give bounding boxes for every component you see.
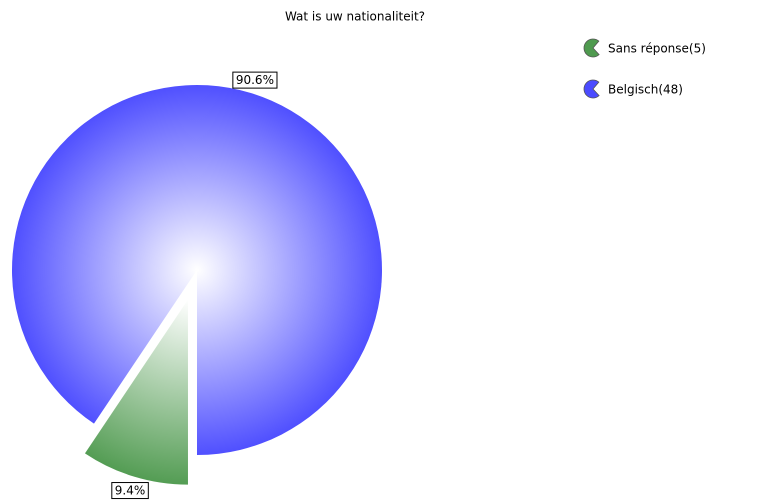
slice-label-box: [111, 482, 149, 500]
legend-swatch: [583, 38, 600, 58]
slice-label: 90.6%: [236, 73, 274, 87]
legend-label: Sans réponse(5): [608, 42, 706, 56]
slice-label-box: [232, 71, 278, 89]
legend-swatch: [583, 79, 600, 99]
pie-slice: [11, 85, 382, 456]
legend-label: Belgisch(48): [608, 83, 683, 97]
slice-label: 9.4%: [115, 484, 146, 498]
chart-title: Wat is uw nationaliteit?: [285, 10, 425, 24]
pie-slice: [84, 299, 188, 485]
